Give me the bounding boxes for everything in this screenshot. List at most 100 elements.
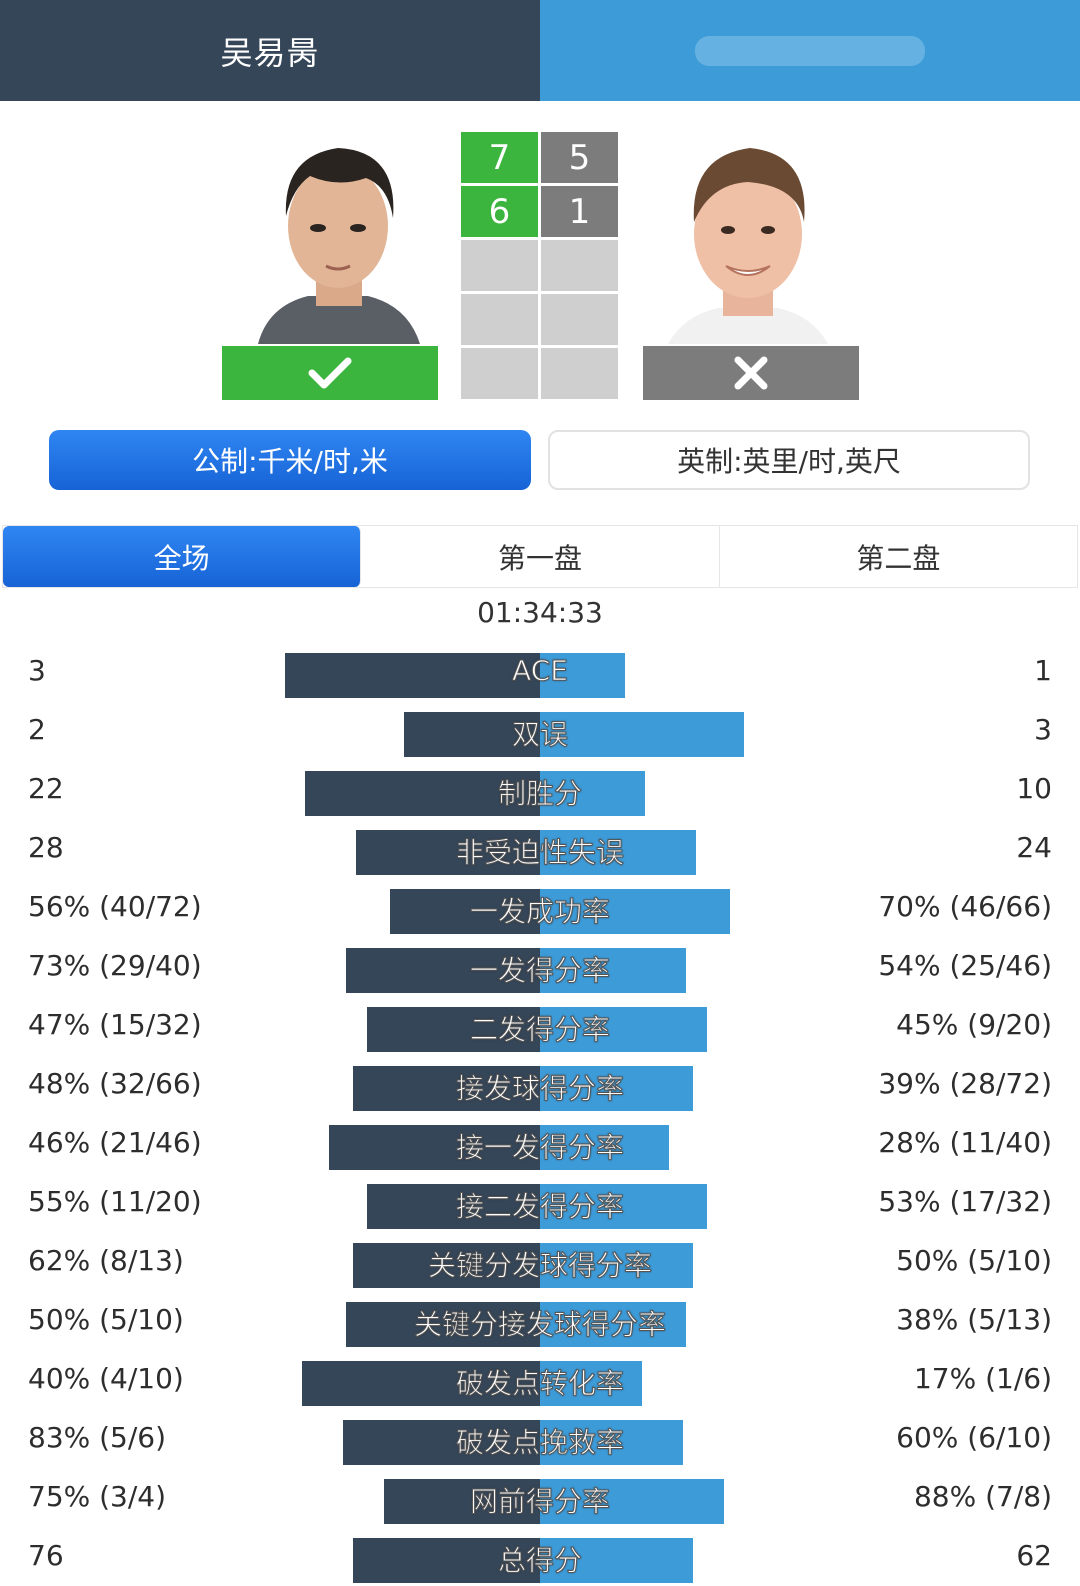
tab-full-match[interactable]: 全场 <box>3 526 362 587</box>
stat-row: 47% (15/32) 45% (9/20) 二发得分率 <box>0 1002 1080 1061</box>
set2-right-score: 1 <box>541 186 618 237</box>
left-player-bar <box>329 1125 540 1170</box>
stat-right-value: 70% (46/66) <box>878 890 1052 923</box>
loser-x-badge <box>643 346 859 400</box>
left-player-bar <box>343 1420 540 1465</box>
stat-label: 破发点转化率 <box>455 1367 624 1401</box>
player-left-name[interactable]: 吴易昺 <box>0 0 540 101</box>
stat-left-value: 46% (21/46) <box>28 1126 202 1159</box>
stat-label: 关键分发球得分率 <box>427 1249 652 1283</box>
stat-label: 网前得分率 <box>469 1485 610 1519</box>
set3-left-score <box>461 240 538 291</box>
stat-right-value: 50% (5/10) <box>896 1244 1052 1277</box>
stat-label: 接二发得分率 <box>455 1190 624 1224</box>
stat-right-value: 62 <box>1016 1539 1052 1572</box>
match-duration: 01:34:33 <box>477 596 603 629</box>
metric-units-button[interactable]: 公制:千米/时,米 <box>49 430 531 490</box>
left-player-bar <box>353 1243 540 1288</box>
stat-row: 75% (3/4) 88% (7/8) 网前得分率 <box>0 1474 1080 1533</box>
stat-label: 一发成功率 <box>469 895 610 929</box>
right-player-bar <box>540 1184 707 1229</box>
left-player-bar <box>346 1302 540 1347</box>
stat-right-value: 88% (7/8) <box>913 1480 1052 1513</box>
stat-row: 2 3 双误 <box>0 707 1080 766</box>
stat-row: 28 24 非受迫性失误 <box>0 825 1080 884</box>
stat-row: 40% (4/10) 17% (1/6) 破发点转化率 <box>0 1356 1080 1415</box>
stat-row: 73% (29/40) 54% (25/46) 一发得分率 <box>0 943 1080 1002</box>
set4-right-score <box>541 294 618 345</box>
period-tabs: 全场 第一盘 第二盘 <box>2 525 1078 588</box>
left-player-bar <box>302 1361 540 1406</box>
right-player-bar <box>540 712 744 757</box>
stat-left-value: 62% (8/13) <box>28 1244 184 1277</box>
left-player-bar <box>285 653 540 698</box>
stat-left-value: 76 <box>28 1539 64 1572</box>
close-icon <box>734 356 768 390</box>
stat-label: 接发球得分率 <box>455 1072 624 1106</box>
left-player-bar <box>390 889 540 934</box>
stat-right-value: 38% (5/13) <box>896 1303 1052 1336</box>
set5-left-score <box>461 348 538 399</box>
right-player-bar <box>540 1066 693 1111</box>
stat-row: 3 1 ACE <box>0 648 1080 707</box>
stat-left-value: 3 <box>28 654 46 687</box>
right-player-bar <box>540 1007 707 1052</box>
stat-label: 关键分接发球得分率 <box>413 1308 666 1342</box>
right-player-bar <box>540 1302 686 1347</box>
set-score-grid: 7 5 6 1 <box>461 132 620 399</box>
left-player-bar <box>404 712 540 757</box>
tab-set-1[interactable]: 第一盘 <box>361 526 720 587</box>
stat-right-value: 17% (1/6) <box>913 1362 1052 1395</box>
player-right-name-blurred[interactable] <box>540 0 1080 101</box>
stat-left-value: 56% (40/72) <box>28 890 202 923</box>
stat-right-value: 45% (9/20) <box>896 1008 1052 1041</box>
right-player-bar <box>540 889 730 934</box>
tab-set-2[interactable]: 第二盘 <box>719 526 1077 587</box>
stat-right-value: 3 <box>1034 713 1052 746</box>
stat-row: 62% (8/13) 50% (5/10) 关键分发球得分率 <box>0 1238 1080 1297</box>
stat-row: 83% (5/6) 60% (6/10) 破发点挽救率 <box>0 1415 1080 1474</box>
stat-left-value: 40% (4/10) <box>28 1362 184 1395</box>
check-icon <box>308 357 352 389</box>
stat-row: 46% (21/46) 28% (11/40) 接一发得分率 <box>0 1120 1080 1179</box>
stat-left-value: 2 <box>28 713 46 746</box>
stat-left-value: 47% (15/32) <box>28 1008 202 1041</box>
set2-left-score: 6 <box>461 186 538 237</box>
stat-left-value: 22 <box>28 772 64 805</box>
stat-right-value: 60% (6/10) <box>896 1421 1052 1454</box>
right-player-bar <box>540 771 645 816</box>
stat-left-value: 48% (32/66) <box>28 1067 202 1100</box>
left-player-bar <box>367 1007 540 1052</box>
stat-right-value: 54% (25/46) <box>878 949 1052 982</box>
stat-left-value: 55% (11/20) <box>28 1185 202 1218</box>
right-player-bar <box>540 1420 683 1465</box>
set1-left-score: 7 <box>461 132 538 183</box>
stat-row: 56% (40/72) 70% (46/66) 一发成功率 <box>0 884 1080 943</box>
stat-left-value: 73% (29/40) <box>28 949 202 982</box>
stat-row: 48% (32/66) 39% (28/72) 接发球得分率 <box>0 1061 1080 1120</box>
stat-right-value: 10 <box>1016 772 1052 805</box>
left-player-bar <box>305 771 540 816</box>
right-player-bar <box>540 1125 669 1170</box>
match-header: 吴易昺 <box>0 0 1080 101</box>
stat-label: 双误 <box>511 718 568 752</box>
imperial-units-button[interactable]: 英制:英里/时,英尺 <box>548 430 1030 490</box>
winner-check-badge <box>222 346 438 400</box>
right-player-bar <box>540 653 625 698</box>
stat-right-value: 24 <box>1016 831 1052 864</box>
right-player-bar <box>540 1243 693 1288</box>
set5-right-score <box>541 348 618 399</box>
stat-left-value: 75% (3/4) <box>28 1480 167 1513</box>
stat-label: 制胜分 <box>497 777 582 811</box>
stat-label: 总得分 <box>497 1544 582 1578</box>
stat-right-value: 1 <box>1034 654 1052 687</box>
stat-left-value: 83% (5/6) <box>28 1421 167 1454</box>
stat-right-value: 39% (28/72) <box>878 1067 1052 1100</box>
set3-right-score <box>541 240 618 291</box>
right-player-bar <box>540 948 686 993</box>
stat-row: 55% (11/20) 53% (17/32) 接二发得分率 <box>0 1179 1080 1238</box>
stat-row: 76 62 总得分 <box>0 1533 1080 1586</box>
right-player-bar <box>540 830 696 875</box>
stat-right-value: 28% (11/40) <box>878 1126 1052 1159</box>
stat-row: 22 10 制胜分 <box>0 766 1080 825</box>
